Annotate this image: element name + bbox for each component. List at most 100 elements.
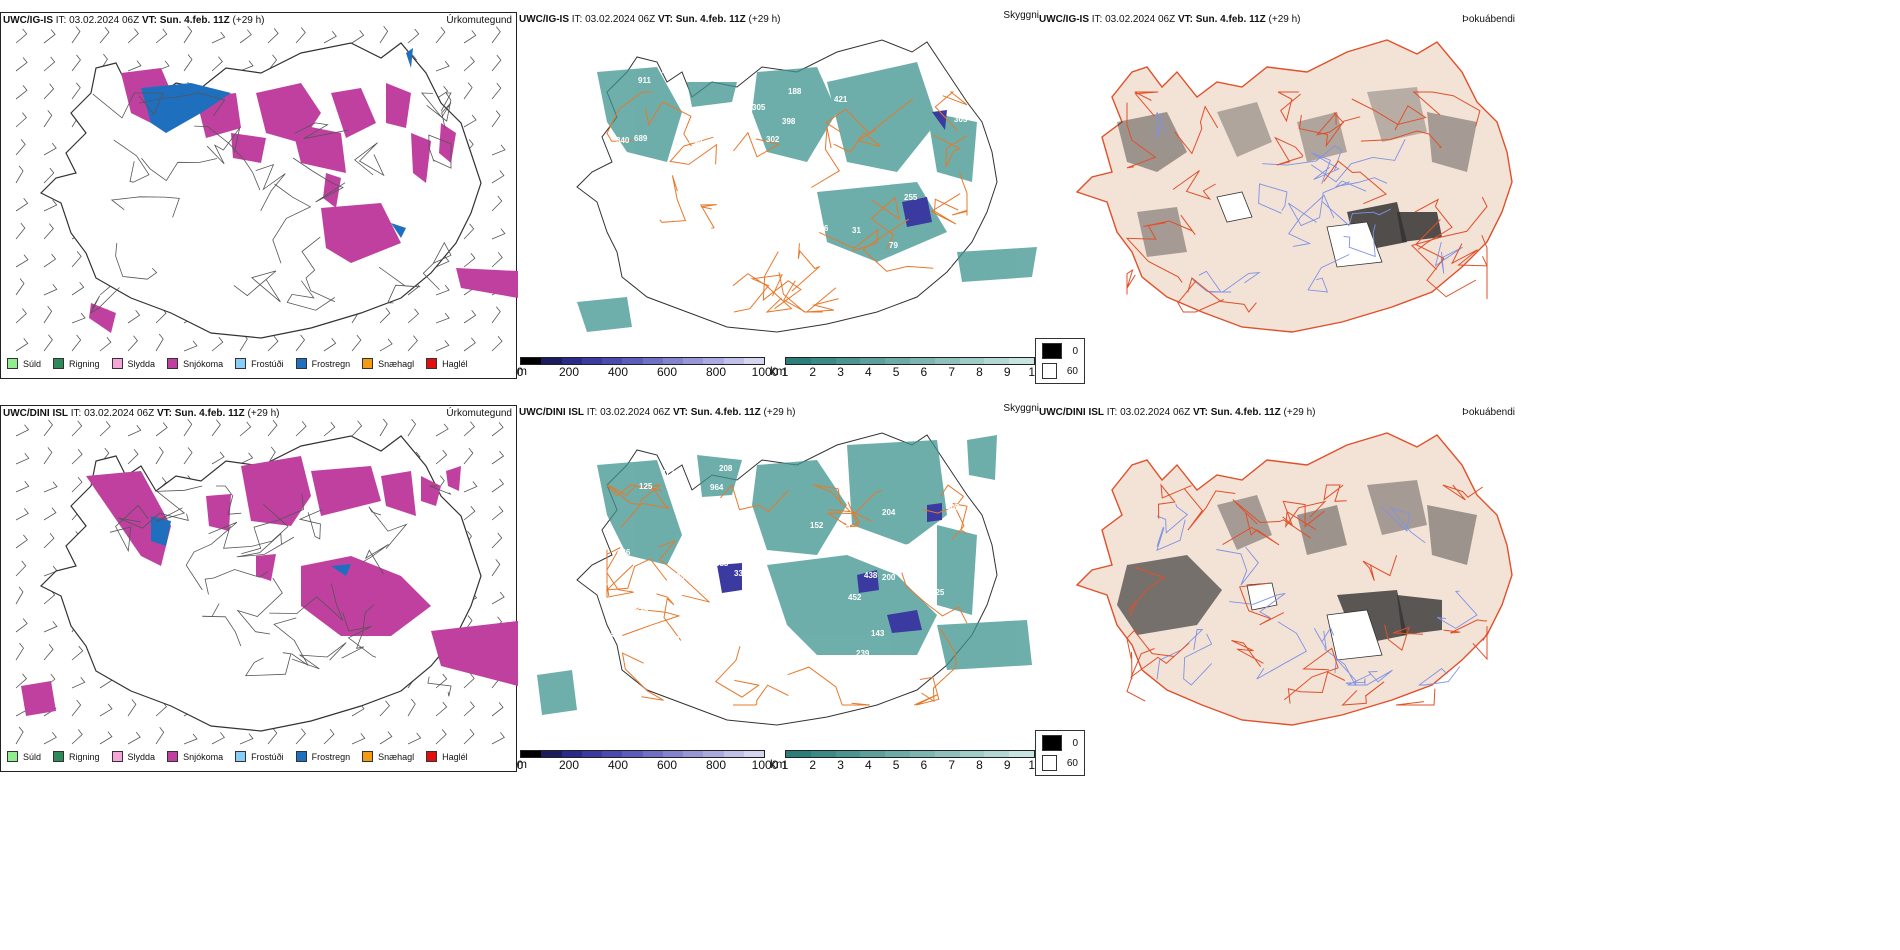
- valid-time-label: VT:: [141, 15, 157, 26]
- wind-barb-icon: [71, 312, 86, 324]
- fog-swatch-light: [1042, 755, 1057, 771]
- road: [255, 163, 286, 211]
- wind-barb-icon: [463, 252, 476, 268]
- road: [1126, 102, 1157, 169]
- wind-barb-icon: [43, 29, 56, 44]
- ceiling-value-label: 340: [616, 136, 630, 145]
- road: [115, 242, 158, 280]
- colorbar-cell: [1009, 751, 1034, 757]
- river: [1156, 503, 1189, 534]
- fog-value-max: 60: [1066, 757, 1078, 769]
- road: [236, 577, 283, 635]
- wind-barb-icon: [491, 54, 502, 72]
- river: [1183, 633, 1213, 686]
- ceiling-value-label: 753: [633, 574, 647, 583]
- road: [1384, 624, 1424, 652]
- road: [733, 684, 789, 706]
- fog-value-max: 60: [1066, 365, 1078, 377]
- ceiling-value-label: 421: [834, 95, 848, 104]
- wind-barb-icon: [43, 334, 53, 352]
- valid-time-label: VT:: [672, 407, 688, 418]
- legend-item: Snjókoma: [167, 358, 223, 369]
- road: [1396, 688, 1436, 706]
- fog-value-min: 0: [1072, 737, 1078, 749]
- wind-barb-icon: [43, 507, 57, 521]
- road: [787, 666, 870, 706]
- colorbar-cell: [934, 751, 960, 757]
- river: [1313, 626, 1335, 650]
- wind-barb-icon: [15, 726, 24, 745]
- road: [223, 503, 289, 549]
- wind-barb-icon: [491, 505, 504, 521]
- fog-panel-bottom: UWC/DINI ISL IT: 03.02.2024 06Z VT: Sun.…: [1037, 405, 1517, 775]
- road: [421, 92, 452, 129]
- ceiling-value-label: 837: [940, 260, 954, 269]
- road: [1323, 160, 1388, 205]
- legend-item: Snjókoma: [167, 751, 223, 762]
- wind-barb-icon: [463, 82, 473, 100]
- wind-barb-icon: [435, 256, 450, 268]
- river: [1288, 194, 1335, 247]
- precip-map: [15, 26, 518, 352]
- colorbar-cell: [934, 358, 960, 364]
- colorbar-tick: 6: [920, 365, 928, 379]
- wind-barb-icon: [183, 26, 193, 44]
- wind-barb-icon: [323, 31, 337, 44]
- wind-barb-icon: [407, 28, 420, 44]
- colorbar-cell: [683, 358, 704, 364]
- wind-barb-icon: [463, 223, 475, 240]
- wind-barb-icon: [15, 85, 28, 100]
- colorbar-tick: 9: [1003, 758, 1011, 772]
- river: [1156, 628, 1204, 680]
- legend-item: Rigning: [53, 751, 100, 762]
- snow-areas: [21, 456, 518, 716]
- road: [1282, 500, 1325, 528]
- legend-label: Rigning: [69, 751, 100, 762]
- road: [921, 628, 957, 703]
- road: [825, 98, 914, 135]
- legend-item: Slydda: [111, 751, 155, 762]
- model-name: UWC/IG-IS: [3, 15, 53, 26]
- legend-item: Snæhagl: [362, 358, 414, 369]
- colorbar-cell: [541, 358, 562, 364]
- road: [89, 287, 120, 315]
- colorbar-tick: 5: [892, 758, 900, 772]
- colorbar-cell: [581, 751, 602, 757]
- wind-barb-icon: [127, 448, 139, 465]
- lead-time: (+29 h): [760, 407, 796, 418]
- wind-barb-icon: [127, 60, 142, 72]
- road: [185, 521, 238, 591]
- colorbar-cell: [786, 751, 811, 757]
- road: [1341, 681, 1385, 706]
- ceiling-unit: m: [517, 364, 527, 378]
- wind-barb-icon: [15, 254, 29, 268]
- colorbar-tick: 600: [656, 758, 678, 772]
- wind-barb-icon: [71, 449, 83, 465]
- wind-barb-icon: [379, 307, 391, 324]
- road: [1174, 105, 1219, 155]
- wind-barb-icon: [127, 425, 142, 437]
- road: [846, 501, 873, 528]
- precip-legend: Súld Rigning Slydda Snjókoma Frostúði Frostre…: [7, 358, 480, 369]
- wind-barb-icon: [435, 284, 450, 296]
- river: [1210, 272, 1261, 293]
- wind-barb-icon: [15, 673, 28, 689]
- wind-barb-icon: [43, 306, 53, 324]
- legend-swatch: [426, 751, 438, 762]
- valid-time: Sun. 4.feb. 11Z: [687, 407, 761, 418]
- colorbar-cell: [622, 358, 643, 364]
- colorbar-cell: [984, 751, 1010, 757]
- fog-swatch-dark: [1042, 343, 1063, 359]
- ceiling-value-label: 398: [782, 117, 796, 126]
- road: [826, 490, 883, 526]
- ceiling-value-label: 225: [931, 588, 945, 597]
- ceiling-value-label: 965: [897, 543, 911, 552]
- wind-barb-icon: [267, 335, 279, 352]
- wind-barb-icon: [351, 420, 363, 437]
- wind-barb-icon: [43, 253, 57, 268]
- river: [1216, 546, 1259, 586]
- wind-barb-icon: [239, 60, 254, 72]
- road: [1274, 136, 1304, 166]
- colorbar-cell: [662, 751, 683, 757]
- wind-barb-icon: [71, 676, 86, 689]
